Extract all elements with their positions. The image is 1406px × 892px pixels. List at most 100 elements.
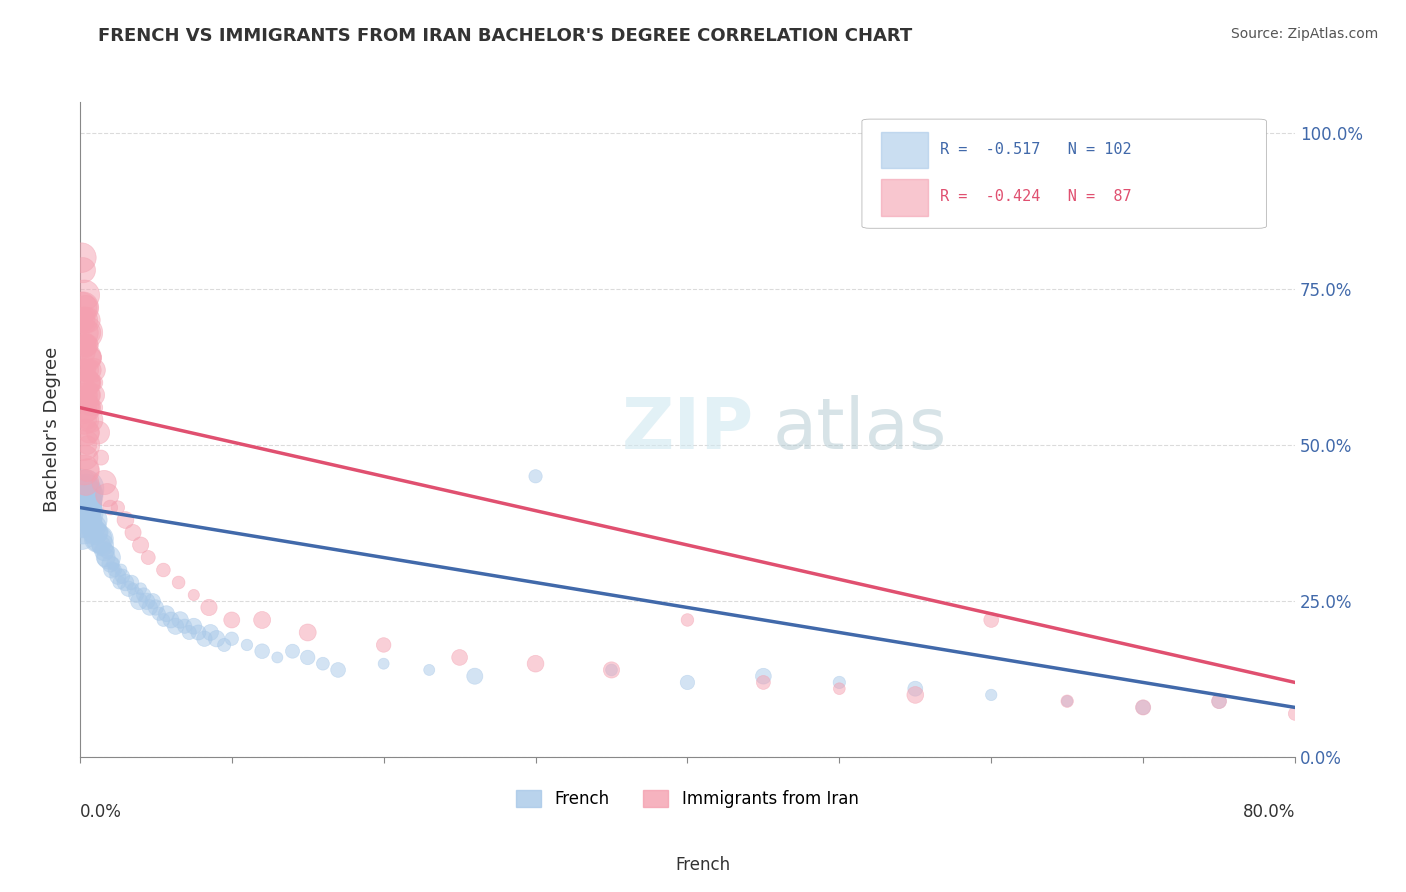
Point	[1056, 694, 1078, 708]
Point	[1056, 694, 1078, 708]
Point	[145, 600, 167, 615]
Point	[77, 351, 100, 365]
Point	[70, 525, 93, 540]
Point	[326, 663, 349, 677]
Point	[250, 613, 273, 627]
Point	[312, 657, 335, 671]
Point	[73, 363, 96, 377]
Point	[160, 613, 183, 627]
Point	[77, 376, 100, 390]
Point	[76, 500, 98, 515]
Point	[76, 313, 98, 327]
Point	[72, 488, 94, 502]
Point	[97, 550, 120, 565]
Point	[73, 463, 96, 477]
Point	[70, 301, 93, 315]
Point	[70, 326, 93, 340]
Point	[76, 338, 98, 352]
Point	[72, 301, 94, 315]
Point	[193, 632, 215, 646]
Point	[70, 251, 93, 265]
Text: Source: ZipAtlas.com: Source: ZipAtlas.com	[1230, 27, 1378, 41]
Point	[373, 638, 395, 652]
Point	[600, 663, 623, 677]
Point	[75, 507, 97, 521]
Point	[129, 582, 152, 596]
Point	[173, 619, 195, 633]
Point	[73, 507, 96, 521]
Point	[281, 644, 304, 658]
Point	[152, 563, 174, 577]
Point	[75, 425, 97, 440]
Point	[77, 500, 100, 515]
Point	[187, 625, 209, 640]
Point	[600, 663, 623, 677]
Point	[77, 494, 100, 508]
Point	[72, 313, 94, 327]
Point	[169, 613, 191, 627]
Point	[73, 494, 96, 508]
Point	[73, 500, 96, 515]
Point	[75, 376, 97, 390]
Point	[72, 482, 94, 496]
Point	[221, 632, 243, 646]
Point	[83, 363, 105, 377]
Point	[904, 688, 927, 702]
Point	[75, 500, 97, 515]
Point	[87, 425, 110, 440]
Point	[72, 500, 94, 515]
Point	[135, 594, 157, 608]
Point	[1284, 706, 1306, 721]
Point	[104, 563, 127, 577]
Point	[79, 363, 101, 377]
Point	[87, 532, 110, 546]
Point	[93, 475, 115, 490]
Point	[73, 413, 96, 427]
Point	[122, 525, 145, 540]
Point	[110, 563, 132, 577]
Point	[72, 363, 94, 377]
Point	[72, 519, 94, 533]
Point	[73, 488, 96, 502]
Point	[212, 638, 235, 652]
Point	[148, 607, 170, 621]
Point	[107, 500, 129, 515]
Point	[136, 550, 159, 565]
Point	[100, 563, 122, 577]
Point	[155, 607, 177, 621]
Point	[1208, 694, 1230, 708]
Point	[75, 351, 97, 365]
Point	[236, 638, 259, 652]
Point	[90, 450, 112, 465]
Point	[980, 688, 1002, 702]
Point	[205, 632, 228, 646]
Text: ZIP: ZIP	[621, 395, 754, 464]
Y-axis label: Bachelor's Degree: Bachelor's Degree	[44, 347, 60, 512]
Point	[76, 388, 98, 402]
Point	[828, 675, 851, 690]
Text: 0.0%: 0.0%	[80, 804, 122, 822]
Point	[121, 575, 143, 590]
Point	[142, 594, 165, 608]
Point	[167, 575, 190, 590]
Point	[80, 351, 103, 365]
Point	[676, 675, 699, 690]
Point	[200, 625, 222, 640]
Point	[70, 507, 93, 521]
Point	[752, 669, 775, 683]
Point	[79, 513, 101, 527]
Point	[73, 313, 96, 327]
Point	[73, 482, 96, 496]
Point	[72, 401, 94, 415]
Point	[94, 550, 117, 565]
Point	[76, 363, 98, 377]
Point	[73, 438, 96, 452]
Point	[89, 532, 111, 546]
Legend: French, Immigrants from Iran: French, Immigrants from Iran	[510, 783, 865, 814]
Point	[1132, 700, 1154, 714]
Point	[117, 582, 139, 596]
Point	[464, 669, 486, 683]
Point	[183, 619, 205, 633]
Point	[676, 613, 699, 627]
Point	[76, 463, 98, 477]
